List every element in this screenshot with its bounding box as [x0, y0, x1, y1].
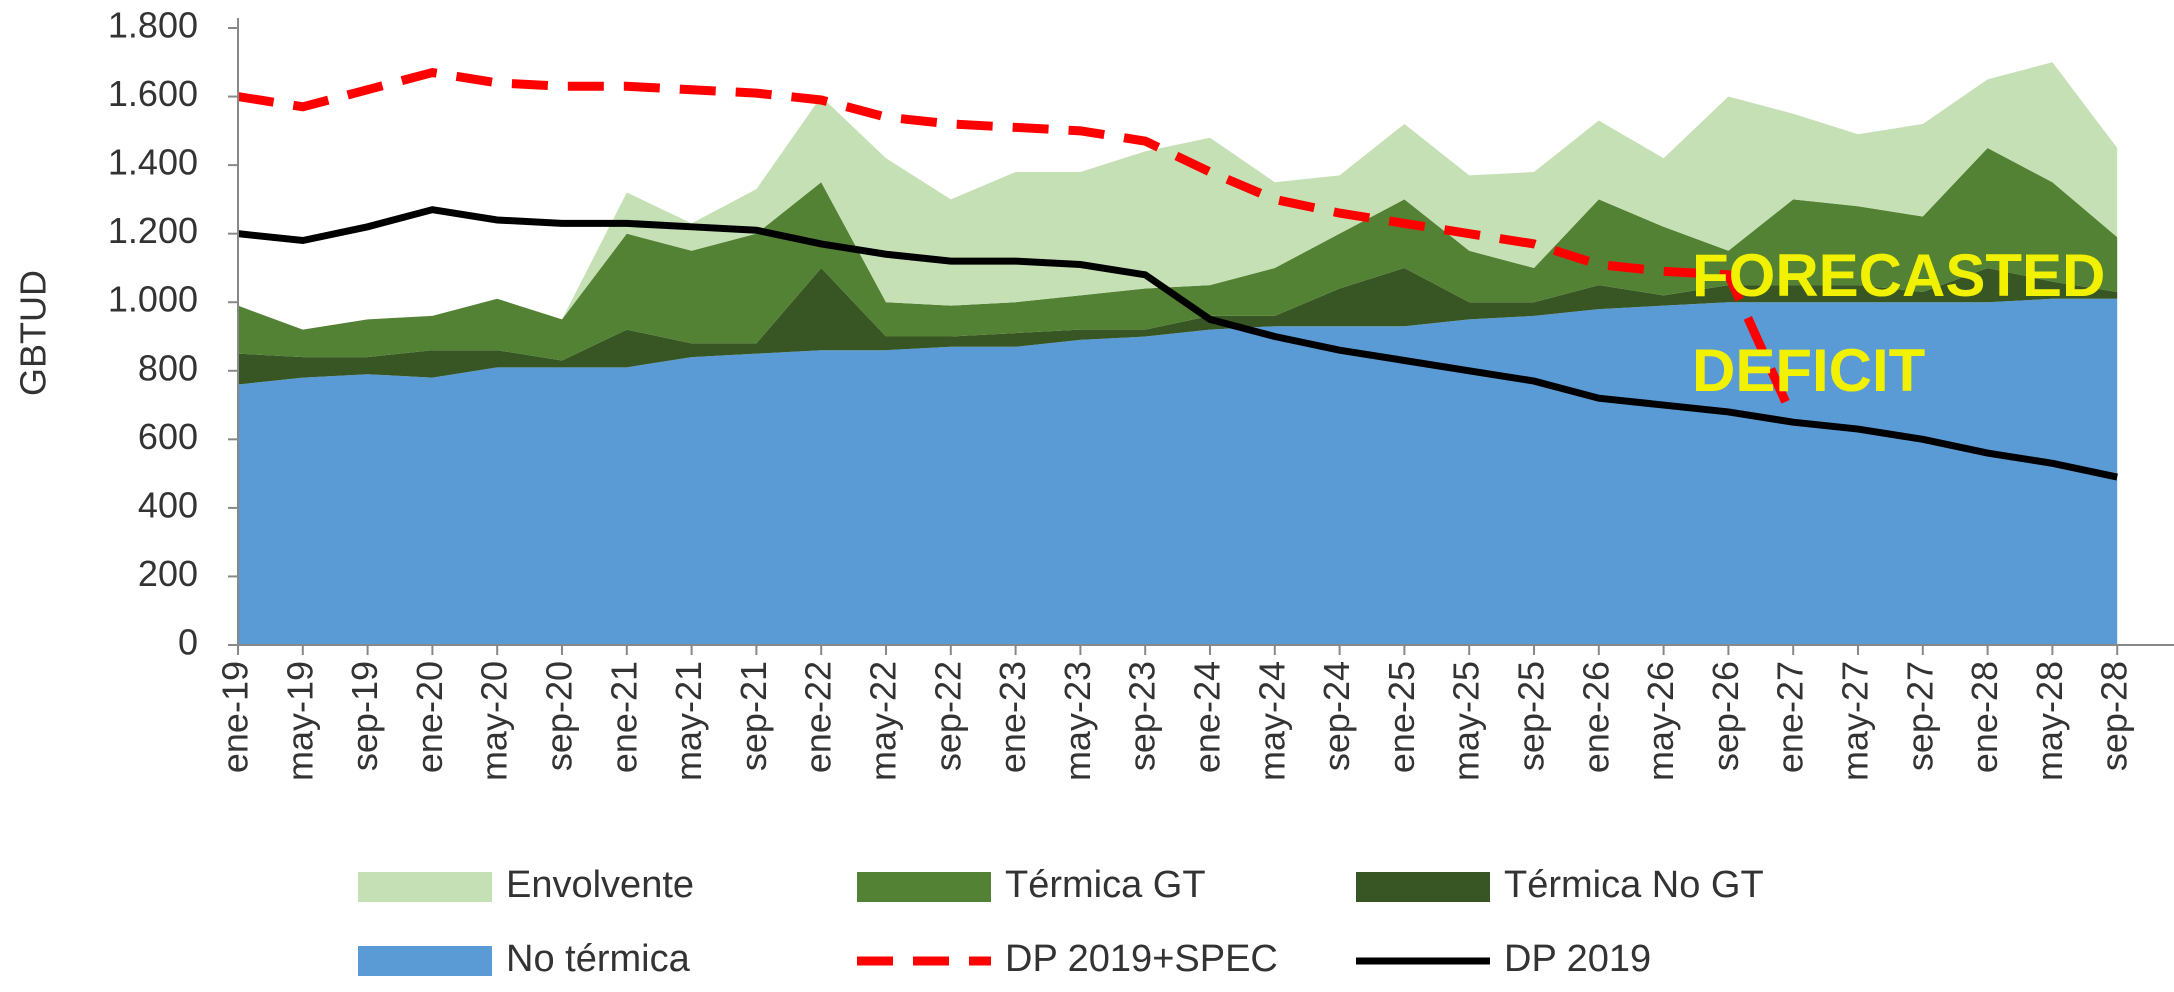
x-tick-label: sep-19: [344, 661, 385, 771]
y-tick-label: 1.400: [108, 142, 198, 183]
x-tick-label: may-20: [474, 661, 515, 781]
area: [238, 267, 2118, 385]
legend-label: Térmica No GT: [1504, 864, 1764, 906]
x-tick-label: sep-23: [1122, 661, 1163, 771]
x-tick-label: sep-22: [927, 661, 968, 771]
y-tick-label: 200: [138, 553, 198, 594]
x-tick-label: sep-20: [539, 661, 580, 771]
annotation: DEFICIT: [1692, 337, 1925, 404]
x-tick-label: sep-25: [1511, 661, 1552, 771]
y-axis-label: GBTUD: [13, 270, 54, 396]
x-tick-label: sep-27: [1899, 661, 1940, 771]
legend-label: Térmica GT: [1005, 864, 1206, 906]
x-tick-label: ene-28: [1964, 661, 2005, 773]
x-tick-label: sep-21: [733, 661, 774, 771]
x-tick-label: ene-25: [1381, 661, 1422, 773]
x-tick-label: ene-26: [1575, 661, 1616, 773]
legend-swatch: [857, 872, 991, 902]
y-tick-label: 1.200: [108, 210, 198, 251]
line: [237, 206, 2118, 481]
legend-label: Envolvente: [506, 864, 694, 906]
y-tick-label: 400: [138, 484, 198, 525]
y-tick-label: 0: [178, 622, 198, 663]
legend-swatch: [1356, 872, 1490, 902]
x-tick-label: may-25: [1446, 661, 1487, 781]
x-tick-label: sep-28: [2094, 661, 2135, 771]
x-tick-label: ene-20: [409, 661, 450, 773]
x-tick-label: ene-19: [215, 661, 256, 773]
x-tick-label: may-22: [863, 661, 904, 781]
y-tick-label: 1.800: [108, 5, 198, 46]
area: [238, 62, 2118, 330]
legend-swatch: [358, 946, 492, 976]
x-tick-label: ene-21: [603, 661, 644, 773]
x-tick-label: sep-24: [1316, 661, 1357, 771]
plot-area: [237, 62, 2118, 645]
x-tick-label: may-19: [279, 661, 320, 781]
area: [238, 298, 2118, 645]
x-tick-label: may-21: [668, 661, 709, 781]
y-tick-label: 800: [138, 347, 198, 388]
annotation: FORECASTED: [1692, 242, 2105, 309]
y-tick-label: 1.600: [108, 73, 198, 114]
x-tick-label: may-23: [1057, 661, 1098, 781]
x-tick-label: may-24: [1251, 661, 1292, 781]
x-tick-label: may-26: [1640, 661, 1681, 781]
legend-label: DP 2019: [1504, 938, 1651, 980]
y-tick-label: 1.000: [108, 279, 198, 320]
legend-label: No térmica: [506, 938, 691, 980]
y-tick-label: 600: [138, 416, 198, 457]
legend-swatch: [358, 872, 492, 902]
x-tick-label: ene-27: [1770, 661, 1811, 773]
area: [238, 147, 2118, 361]
legend-label: DP 2019+SPEC: [1005, 938, 1278, 980]
x-tick-label: may-27: [1835, 661, 1876, 781]
x-tick-label: may-28: [2029, 661, 2070, 781]
x-tick-label: ene-22: [798, 661, 839, 773]
line: [237, 67, 1798, 421]
x-tick-label: ene-23: [992, 661, 1033, 773]
x-tick-label: ene-24: [1187, 661, 1228, 773]
x-tick-label: sep-26: [1705, 661, 1746, 771]
